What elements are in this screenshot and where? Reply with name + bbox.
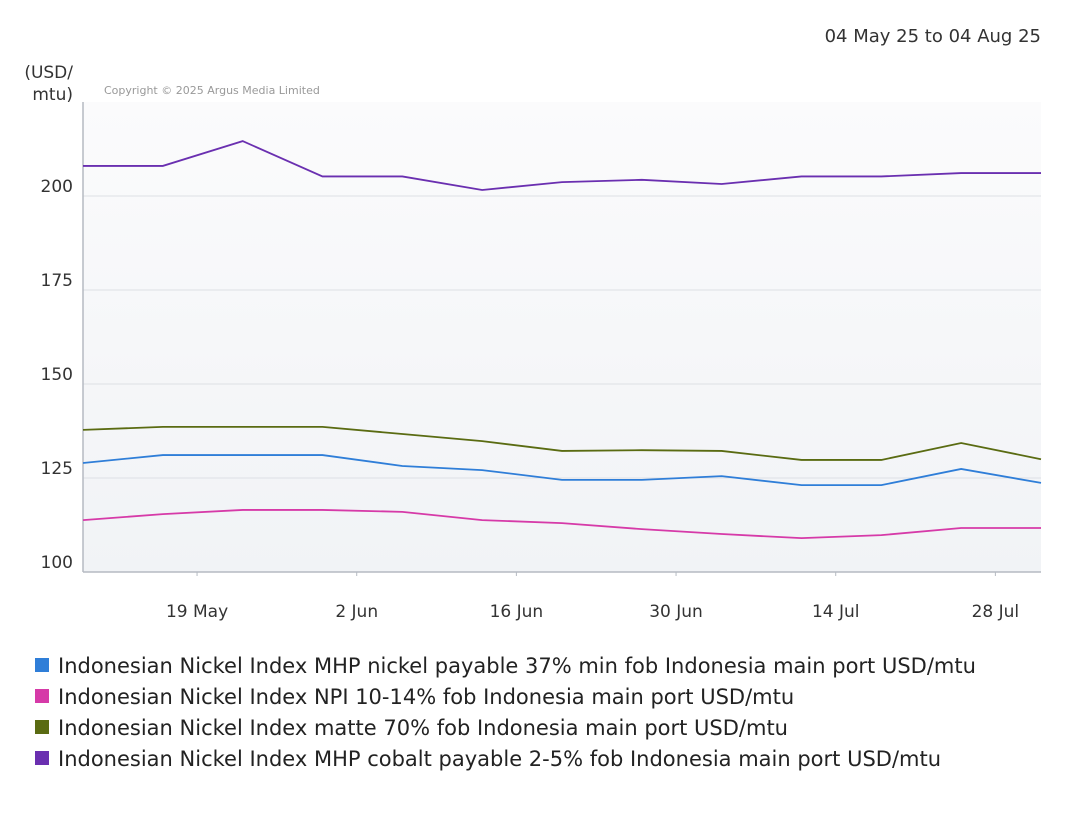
legend-swatch bbox=[35, 689, 49, 703]
copyright: Copyright © 2025 Argus Media Limited bbox=[104, 84, 320, 97]
legend-label: Indonesian Nickel Index NPI 10-14% fob I… bbox=[58, 685, 794, 709]
date-range: 04 May 25 to 04 Aug 25 bbox=[825, 26, 1041, 47]
y-axis-label: (USD/ bbox=[24, 63, 73, 83]
y-tick-label: 175 bbox=[41, 271, 73, 291]
series-line bbox=[82, 509, 1041, 540]
series-line bbox=[82, 425, 1042, 461]
legend-swatch bbox=[35, 751, 49, 765]
y-axis-label: mtu) bbox=[32, 85, 73, 105]
legend-swatch bbox=[35, 720, 49, 734]
series-line bbox=[83, 140, 1041, 191]
x-tick-label: 2 Jun bbox=[335, 602, 378, 622]
y-tick-label: 150 bbox=[41, 365, 73, 385]
plot-background bbox=[83, 102, 1041, 572]
x-tick-label: 14 Jul bbox=[812, 602, 860, 622]
x-tick-label: 19 May bbox=[166, 602, 228, 622]
x-tick-label: 28 Jul bbox=[972, 602, 1020, 622]
legend-label: Indonesian Nickel Index matte 70% fob In… bbox=[58, 716, 788, 740]
y-tick-label: 100 bbox=[41, 553, 73, 573]
legend-swatch bbox=[35, 658, 49, 672]
x-tick-label: 30 Jun bbox=[649, 602, 703, 622]
x-tick-label: 16 Jun bbox=[490, 602, 544, 622]
series-line bbox=[82, 454, 1042, 487]
legend-label: Indonesian Nickel Index MHP nickel payab… bbox=[58, 654, 976, 678]
y-tick-label: 125 bbox=[41, 459, 73, 479]
legend-label: Indonesian Nickel Index MHP cobalt payab… bbox=[58, 747, 941, 771]
y-tick-label: 200 bbox=[41, 177, 73, 197]
